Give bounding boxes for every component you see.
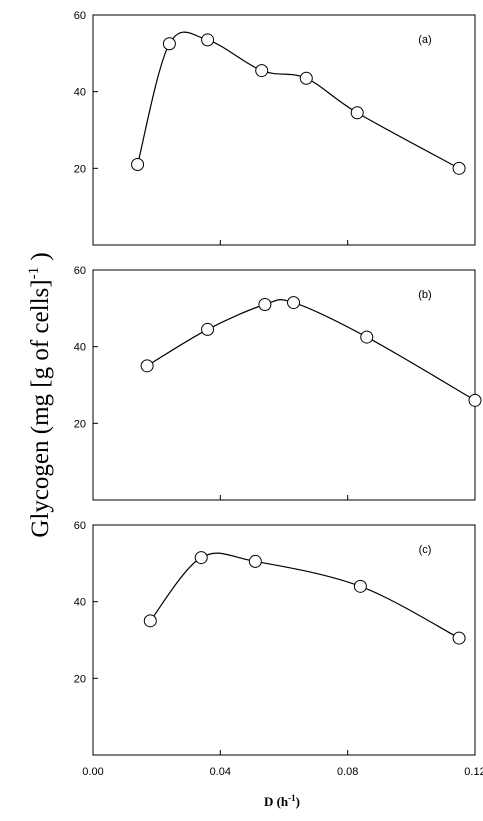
x-axis-title-close: ) — [296, 794, 300, 809]
data-point-b — [468, 393, 482, 407]
x-axis-title-sup: -1 — [288, 793, 296, 803]
series-line-b — [146, 299, 476, 401]
y-tick-label-c: 40 — [74, 597, 86, 609]
x-tick-label-c: 0.08 — [337, 766, 358, 778]
data-point-c — [452, 631, 466, 645]
panel-c: 20 40 60 0.00 0.04 0.08 0.12 (c) — [74, 520, 483, 778]
y-tick-label-b: 40 — [74, 342, 86, 354]
x-tick-label-c: 0.12 — [464, 766, 483, 778]
data-point-c — [248, 554, 262, 568]
y-tick-label-c: 60 — [74, 520, 86, 532]
x-axis-title-main: D (h — [264, 794, 289, 809]
data-point-a — [350, 106, 364, 120]
panel-label-c: (c) — [419, 544, 432, 556]
x-axis-title: D (h-1) — [264, 793, 300, 809]
data-point-c — [143, 614, 157, 628]
y-axis-title-close: ) — [27, 252, 54, 267]
series-line-a — [136, 31, 460, 169]
y-tick-label-a: 40 — [74, 87, 86, 99]
y-tick-label-b: 60 — [74, 265, 86, 277]
y-axis-title-inner: g of cells — [27, 288, 54, 380]
data-point-b — [360, 330, 374, 344]
data-point-c — [353, 579, 367, 593]
data-point-a — [255, 64, 269, 78]
y-tick-label-c: 20 — [74, 673, 86, 685]
panels: 20 40 60 (a) 20 40 60 (b) 20 40 60 0.00 0.04 0.08 0.12… — [74, 10, 483, 778]
data-point-a — [131, 158, 145, 171]
series-line-c — [149, 552, 460, 639]
svg-text:Glycogen (mg [g of cells]-1 ): Glycogen (mg [g of cells]-1 ) — [26, 252, 54, 537]
y-tick-label-a: 20 — [74, 163, 86, 175]
y-tick-label-b: 20 — [74, 418, 86, 430]
y-axis-title: Glycogen (mg [g of cells]-1 ) — [26, 252, 54, 537]
data-point-b — [140, 359, 154, 373]
panel-a: 20 40 60 (a) — [74, 10, 476, 246]
x-tick-label-c: 0.00 — [82, 766, 103, 778]
x-tick-label-c: 0.04 — [210, 766, 231, 778]
plot-frame-a — [92, 14, 476, 246]
y-tick-label-a: 60 — [74, 10, 86, 22]
panel-label-a: (a) — [418, 34, 431, 46]
data-point-b — [201, 322, 215, 336]
panel-label-b: (b) — [418, 289, 431, 301]
panel-b: 20 40 60 (b) — [74, 265, 482, 501]
data-point-a — [452, 161, 466, 175]
data-point-c — [194, 551, 208, 565]
data-point-a — [201, 33, 215, 47]
data-point-b — [287, 296, 301, 310]
data-point-b — [258, 298, 272, 311]
plot-frame-c — [92, 524, 476, 756]
y-axis-title-main: Glycogen (mg — [27, 388, 54, 538]
plot-frame-b — [92, 269, 476, 501]
data-point-a — [162, 37, 176, 51]
y-axis-title-sup: -1 — [26, 267, 42, 280]
data-point-a — [299, 71, 313, 85]
